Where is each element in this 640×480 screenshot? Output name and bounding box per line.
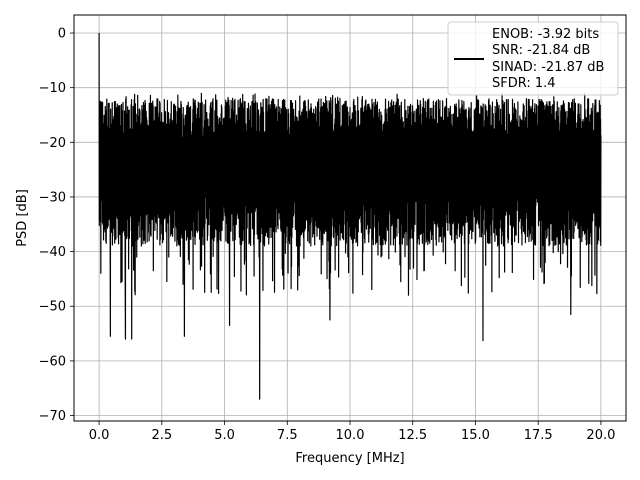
y-tick-label: −20 <box>39 136 66 151</box>
y-tick-label: −30 <box>39 190 66 205</box>
x-tick-label: 17.5 <box>524 428 553 443</box>
x-tick-label: 2.5 <box>151 428 172 443</box>
x-tick-label: 5.0 <box>214 428 235 443</box>
x-tick-label: 20.0 <box>586 428 615 443</box>
plot-area <box>98 33 602 400</box>
legend-entry-enob: ENOB: -3.92 bits <box>492 27 599 42</box>
legend: ENOB: -3.92 bits SNR: -21.84 dB SINAD: -… <box>447 21 619 96</box>
y-tick-label: −10 <box>39 81 66 96</box>
y-axis-label: PSD [dB] <box>15 189 30 247</box>
y-tick-label: −50 <box>39 300 66 315</box>
legend-entry-sinad: SINAD: -21.87 dB <box>492 60 604 75</box>
x-tick-label: 7.5 <box>277 428 298 443</box>
legend-entry-sfdr: SFDR: 1.4 <box>492 76 556 91</box>
y-tick-label: 0 <box>58 27 66 42</box>
psd-series-line <box>98 33 602 400</box>
x-tick-label: 15.0 <box>461 428 490 443</box>
legend-entry-snr: SNR: -21.84 dB <box>492 43 590 58</box>
y-tick-label: −40 <box>39 245 66 260</box>
y-tick-label: −60 <box>39 354 66 369</box>
x-tick-label: 12.5 <box>398 428 427 443</box>
x-tick-label: 0.0 <box>89 428 110 443</box>
axis-ticks: 0.0 2.5 5.0 7.5 10.0 12.5 15.0 17.5 20.0 0 −10 −20 −… <box>39 27 616 443</box>
x-tick-label: 10.0 <box>336 428 365 443</box>
y-tick-label: −70 <box>39 409 66 424</box>
legend-box <box>447 21 619 96</box>
x-axis-label: Frequency [MHz] <box>295 451 404 466</box>
